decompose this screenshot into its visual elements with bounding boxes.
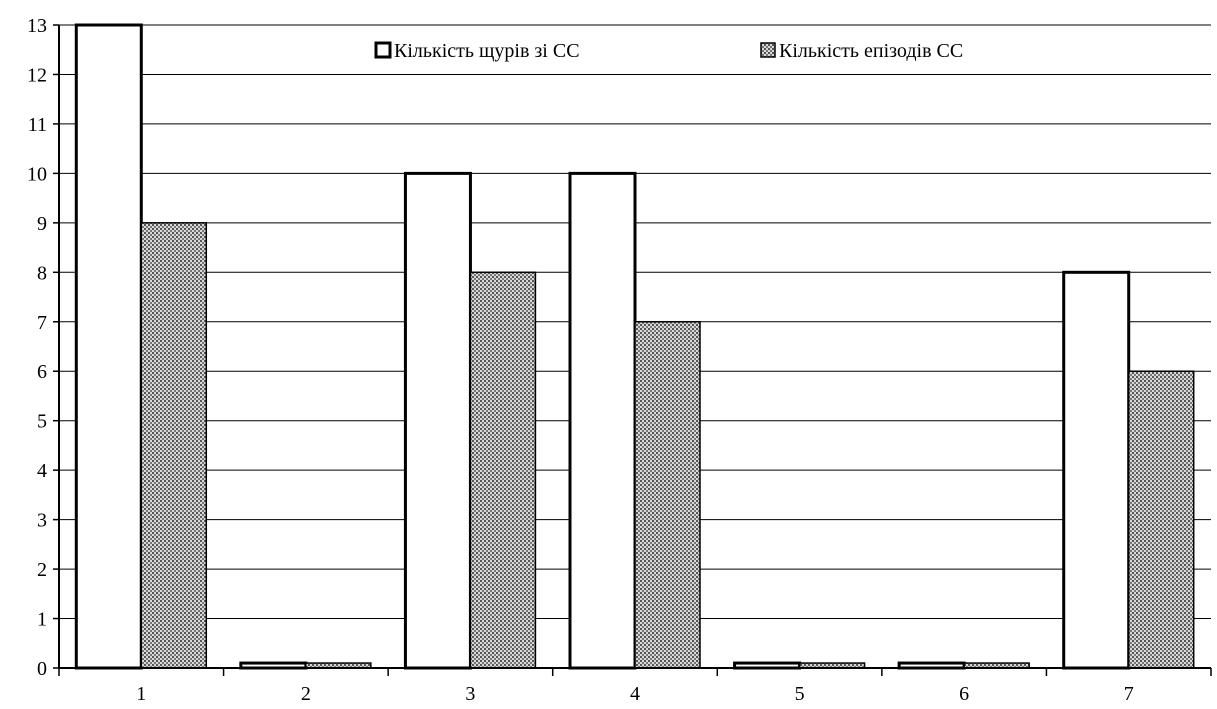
y-tick-label: 9 — [37, 213, 47, 235]
y-tick-label: 10 — [27, 163, 47, 185]
x-tick-label: 6 — [959, 683, 969, 705]
bars-layer — [74, 23, 1195, 670]
legend-label-rats: Кількість щурів зі СС — [394, 40, 580, 62]
y-tick-label: 3 — [37, 510, 47, 532]
x-tick-label: 1 — [136, 683, 146, 705]
x-tick-label: 2 — [301, 683, 311, 705]
y-tick-label: 5 — [37, 411, 47, 433]
y-tick-label: 8 — [37, 262, 47, 284]
bar-episodes — [140, 222, 208, 669]
y-tick-label: 7 — [37, 312, 47, 334]
x-tick-label: 5 — [795, 683, 805, 705]
x-tick-label: 7 — [1124, 683, 1134, 705]
x-tick-label: 4 — [630, 683, 640, 705]
y-tick-label: 4 — [37, 460, 47, 482]
y-tick-label: 13 — [27, 15, 47, 37]
legend-label-episodes: Кількість епізодів СС — [779, 40, 963, 62]
y-tick-label: 6 — [37, 361, 47, 383]
y-tick-label: 12 — [27, 64, 47, 86]
bar-rats — [568, 171, 637, 670]
y-tick-label: 2 — [37, 559, 47, 581]
y-tick-label: 0 — [37, 658, 47, 680]
bar-rats — [74, 23, 143, 670]
bar-episodes — [634, 321, 701, 669]
y-tick-label: 1 — [37, 609, 47, 631]
bar-episodes — [469, 271, 537, 669]
legend: Кількість щурів зі СС Кількість епізодів… — [374, 40, 963, 62]
y-tick-label: 11 — [28, 114, 47, 136]
x-tick-label: 3 — [465, 683, 475, 705]
legend-swatch-episodes — [760, 42, 776, 58]
legend-swatch-rats — [374, 41, 392, 59]
bar-rats — [403, 171, 472, 670]
bar-rats — [1062, 270, 1131, 670]
bar-episodes — [1127, 370, 1195, 669]
